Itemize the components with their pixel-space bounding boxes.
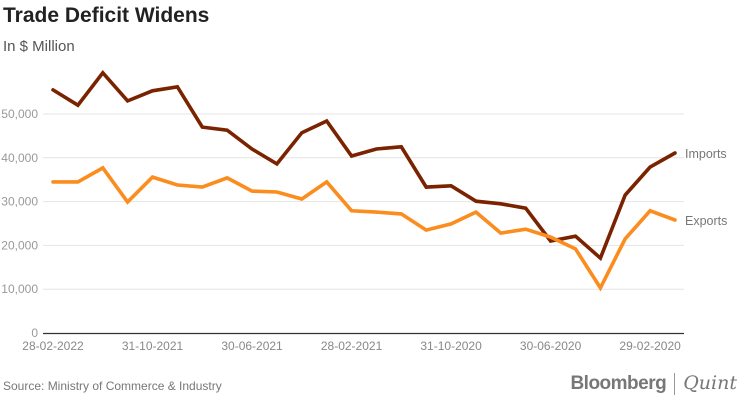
y-tick-label: 0 bbox=[31, 326, 38, 340]
x-tick-label: 31-10-2020 bbox=[420, 339, 482, 353]
series-line-exports bbox=[51, 165, 677, 292]
x-tick-label: 30-06-2021 bbox=[221, 339, 283, 353]
y-tick-label: 30,000 bbox=[1, 195, 38, 209]
y-tick-label: 10,000 bbox=[1, 282, 38, 296]
x-tick-label: 28-02-2021 bbox=[321, 339, 383, 353]
series-label-exports: Exports bbox=[685, 214, 727, 228]
line-chart: 0 10,000 20,000 30,000 40,000 50,000 28-02-202… bbox=[1, 69, 727, 353]
publisher-logo: Bloomberg Quint bbox=[570, 372, 737, 395]
x-tick-label: 29-02-2020 bbox=[619, 339, 681, 353]
logo-bloomberg: Bloomberg bbox=[570, 373, 667, 394]
chart-title: Trade Deficit Widens bbox=[3, 4, 210, 27]
series-line-imports bbox=[51, 69, 677, 262]
x-tick-label: 30-06-2020 bbox=[520, 339, 582, 353]
logo-divider bbox=[674, 372, 676, 395]
chart-subtitle: In $ Million bbox=[3, 38, 75, 55]
x-tick-label: 31-10-2021 bbox=[122, 339, 184, 353]
series-label-imports: Imports bbox=[685, 147, 727, 161]
logo-quint: Quint bbox=[683, 372, 737, 394]
y-tick-label: 20,000 bbox=[1, 238, 38, 252]
y-tick-label: 50,000 bbox=[1, 107, 38, 121]
source-note: Source: Ministry of Commerce & Industry bbox=[3, 379, 222, 393]
x-tick-label: 28-02-2022 bbox=[22, 339, 84, 353]
y-tick-label: 40,000 bbox=[1, 151, 38, 165]
